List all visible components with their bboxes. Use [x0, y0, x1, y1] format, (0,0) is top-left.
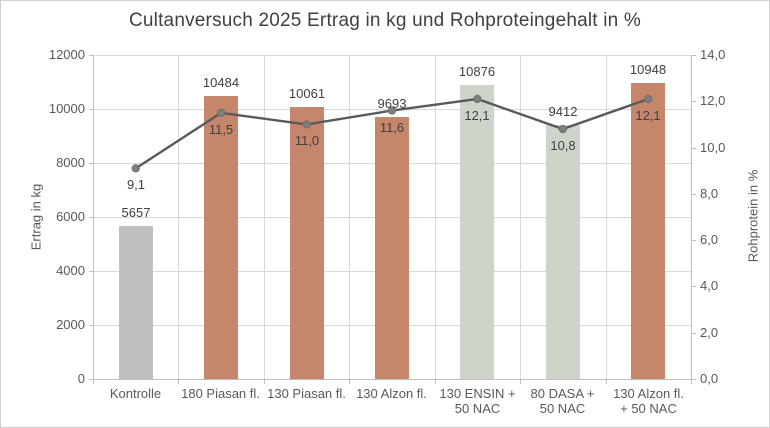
left-axis-tick-label: 10000: [48, 101, 85, 116]
bar-value-label: 10484: [202, 75, 240, 90]
line-value-label: 11,0: [294, 133, 320, 148]
x-axis-tick: [520, 380, 521, 384]
category-label: 130 ENSIN + 50 NAC: [439, 386, 516, 416]
bar-value-label: 10061: [288, 86, 326, 101]
right-axis-tick: [692, 194, 696, 195]
line-value-label: 11,6: [379, 120, 405, 135]
left-axis-tick: [89, 325, 93, 326]
right-axis-line: [691, 55, 692, 380]
right-axis-tick: [692, 240, 696, 241]
category-label: 130 Alzon fl. + 50 NAC: [613, 386, 684, 416]
bar-value-label: 10876: [458, 64, 496, 79]
line-value-label: 11,5: [208, 122, 234, 137]
x-axis-tick: [435, 380, 436, 384]
left-axis-tick: [89, 109, 93, 110]
bar-value-label: 10948: [629, 62, 667, 77]
gridline-vertical: [606, 55, 607, 379]
category-label: 80 DASA + 50 NAC: [530, 386, 595, 416]
x-axis-tick: [93, 380, 94, 384]
left-axis-tick-label: 2000: [56, 317, 85, 332]
gridline-horizontal: [93, 55, 691, 56]
x-axis-tick: [606, 380, 607, 384]
left-axis-tick-label: 12000: [48, 47, 85, 62]
left-axis-tick: [89, 271, 93, 272]
line-value-label: 12,1: [464, 108, 490, 123]
line-value-label: 10,8: [550, 138, 576, 153]
category-label: 130 Piasan fl.: [267, 386, 346, 401]
gridline-vertical: [520, 55, 521, 379]
right-axis-tick-label: 12,0: [700, 93, 726, 108]
right-axis-tick-label: 6,0: [700, 232, 719, 247]
line-value-label: 9,1: [126, 177, 146, 192]
gridline-vertical: [349, 55, 350, 379]
right-axis-tick-label: 4,0: [700, 278, 719, 293]
right-axis-tick: [692, 148, 696, 149]
x-axis-line: [93, 379, 692, 380]
left-axis-tick: [89, 163, 93, 164]
right-axis-tick-label: 0,0: [700, 371, 719, 386]
x-axis-tick: [178, 380, 179, 384]
bar: [460, 85, 494, 379]
left-axis-line: [93, 55, 94, 380]
right-axis-tick: [692, 55, 696, 56]
right-axis-tick: [692, 286, 696, 287]
left-axis-tick-label: 8000: [56, 155, 85, 170]
left-axis-tick: [89, 217, 93, 218]
bar: [375, 117, 409, 379]
category-label: 180 Piasan fl.: [181, 386, 260, 401]
category-label: Kontrolle: [109, 386, 162, 401]
category-label: 130 Alzon fl.: [356, 386, 427, 401]
x-axis-tick: [349, 380, 350, 384]
line-marker: [131, 164, 140, 173]
right-axis-tick: [692, 101, 696, 102]
bar-value-label: 5657: [121, 205, 151, 220]
bar-value-label: 9412: [548, 104, 578, 119]
left-axis-tick: [89, 55, 93, 56]
bar: [631, 83, 665, 379]
bar: [204, 96, 238, 379]
bar-value-label: 9693: [377, 96, 407, 111]
bar: [119, 226, 153, 379]
gridline-vertical: [264, 55, 265, 379]
left-axis-tick-label: 6000: [56, 209, 85, 224]
right-axis-tick: [692, 333, 696, 334]
x-axis-tick: [264, 380, 265, 384]
right-axis-tick-label: 8,0: [700, 186, 719, 201]
chart-title: Cultanversuch 2025 Ertrag in kg und Rohp…: [128, 10, 642, 31]
left-axis-tick-label: 4000: [56, 263, 85, 278]
right-axis-tick-label: 10,0: [700, 140, 726, 155]
gridline-vertical: [178, 55, 179, 379]
line-value-label: 12,1: [635, 108, 661, 123]
gridline-vertical: [435, 55, 436, 379]
right-axis-tick-label: 14,0: [700, 47, 726, 62]
left-axis-tick-label: 0: [77, 371, 85, 386]
bar: [546, 125, 580, 379]
x-axis-tick: [691, 380, 692, 384]
left-axis-tick: [89, 379, 93, 380]
right-axis-tick: [692, 379, 696, 380]
right-axis-tick-label: 2,0: [700, 325, 719, 340]
